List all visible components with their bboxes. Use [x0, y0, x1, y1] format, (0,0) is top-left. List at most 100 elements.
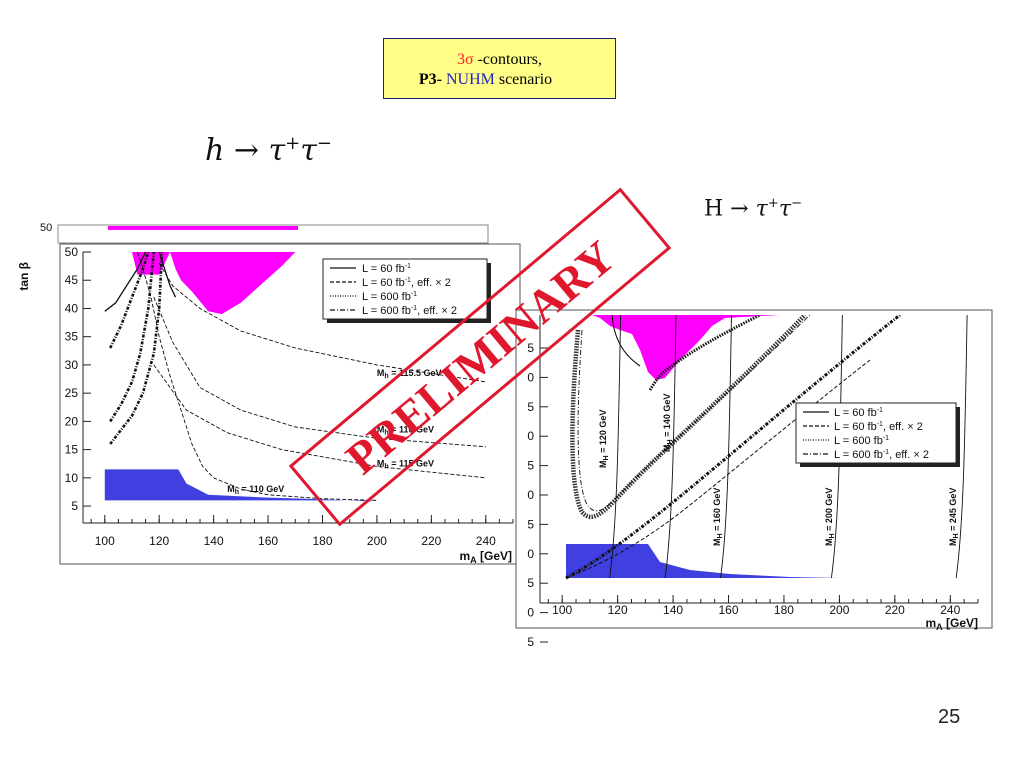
left-y-ticklabel-5: 5 [71, 499, 78, 513]
left-curve-label-2: Mh = 116 GeV [377, 425, 434, 437]
legend-entry-1: L = 60 fb-1 [362, 263, 411, 275]
scenario-label: scenario [494, 71, 553, 88]
left-y-ticklabel-45: 45 [65, 273, 79, 287]
formula-h-tau: τ [300, 133, 317, 168]
left-x-ticklabel-240: 240 [476, 534, 496, 548]
formula-H-symbol: H [704, 196, 724, 222]
right-x-ticklabel-100: 100 [552, 603, 572, 617]
right-x-ticklabel-120: 120 [608, 603, 628, 617]
legend-entry-4: L = 600 fb-1, eff. × 2 [362, 305, 457, 317]
right-x-ticklabel-140: 140 [663, 603, 683, 617]
right-y-ticklabel-2: 5 [527, 400, 534, 414]
right-low-tanb-region [566, 544, 840, 578]
right-y-ticklabel-1: 0 [527, 370, 534, 384]
right-contour-600x2-lower [565, 315, 901, 580]
right-y-ticklabel-4: 5 [527, 459, 534, 473]
formula-h-plus: + [285, 133, 301, 154]
right-mass-contour-160 [720, 315, 732, 579]
right-contour-600-upper [648, 315, 761, 391]
left-x-ticklabel-160: 160 [258, 534, 278, 548]
left-low-tanb-region [104, 469, 372, 502]
right-y-ticklabel-0: 5 [527, 341, 534, 355]
left-contour-60x2-0 [136, 252, 377, 501]
formula-H-tautau: H → τ+τ− [704, 196, 802, 221]
left-x-ticklabel-180: 180 [312, 534, 332, 548]
left-contour-60-1 [158, 252, 177, 298]
right-y-ticklabel-10: 5 [527, 635, 534, 649]
left-y-axis-label: tan β [17, 262, 31, 291]
stamp-border [288, 187, 672, 527]
left-contour-600x2-1 [109, 252, 156, 423]
right-legend-entry-3: L = 600 fb-1 [834, 435, 889, 447]
left-legend-box [322, 258, 488, 320]
nuhm-label: NUHM [441, 71, 495, 88]
right-y-ticklabel-9: 0 [527, 606, 534, 620]
right-curve-label-2: MH = 160 GeV [712, 488, 724, 546]
right-legend-box [795, 402, 957, 464]
right-x-ticklabel-160: 160 [718, 603, 738, 617]
right-x-ticklabel-180: 180 [774, 603, 794, 617]
left-y-ticklabel-20: 20 [65, 414, 79, 428]
right-y-ticklabel-7: 0 [527, 547, 534, 561]
formula-h-tautau: h → τ+τ− [205, 133, 332, 168]
right-curve-label-1: MH = 140 GeV [662, 394, 674, 452]
right-plot: 100 120 140 160 180 200 220 240 5 0 5 0 5 0 5 0 5 0 5 mA [G… [515, 309, 993, 649]
left-x-axis-label: mA [GeV] [459, 549, 512, 565]
right-plot-data [565, 315, 968, 580]
right-x-ticklabel-240: 240 [940, 603, 960, 617]
right-y-ticklabel-3: 0 [527, 429, 534, 443]
right-curve-label-4: MH = 245 GeV [948, 488, 960, 546]
title-box: 3σ -contours, P3- NUHM scenario [383, 38, 616, 99]
right-legend-entry-4: L = 600 fb-1, eff. × 2 [834, 449, 929, 461]
left-plot: 100 120 140 160 180 200 220 240 5 10 15 20 25 30 35 40 4… [17, 243, 521, 565]
contours-label: -contours, [473, 51, 543, 68]
left-y-ticklabel-25: 25 [65, 386, 79, 400]
left-excluded-region [132, 252, 296, 315]
left-y-ticklabel-10: 10 [65, 471, 79, 485]
right-plot-pad [515, 309, 993, 629]
left-contour-60-0 [104, 252, 147, 312]
formula-H-arrow: → τ [723, 196, 768, 222]
right-mass-contour-245 [955, 315, 968, 579]
right-excluded-region [592, 315, 780, 380]
right-legend-entry-1: L = 60 fb-1 [834, 407, 883, 419]
formula-H-tau: τ [778, 196, 792, 222]
left-x-ticklabel-200: 200 [367, 534, 387, 548]
background-tick-50: 50 [40, 222, 52, 234]
right-contour-600 [570, 315, 807, 520]
left-curve-label-3: Mh = 115.5 GeV [377, 368, 442, 380]
sigma-label: 3σ [456, 51, 474, 68]
right-legend-entry-2: L = 60 fb-1, eff. × 2 [834, 421, 923, 433]
formula-h-minus: − [316, 133, 332, 154]
title-line-1: 3σ -contours, [384, 50, 615, 70]
page-number: 25 [938, 706, 961, 728]
right-curve-label-3: MH = 200 GeV [824, 488, 836, 546]
right-mass-contour-140 [664, 315, 677, 579]
left-legend: L = 60 fb-1 L = 60 fb-1, eff. × 2 L = 60… [322, 258, 491, 323]
right-y-ticklabel-8: 5 [527, 576, 534, 590]
formula-H-minus: − [791, 196, 803, 211]
right-x-ticklabel-200: 200 [829, 603, 849, 617]
left-plot-data [104, 252, 486, 502]
left-contour-60x2-1 [158, 263, 486, 383]
right-contour-60 [611, 315, 641, 367]
right-x-axis-label: mA [GeV] [925, 616, 978, 632]
right-x-ticklabel-220: 220 [885, 603, 905, 617]
left-curve-label-0: Mh = 110 GeV [227, 484, 284, 496]
left-x-ticklabel-120: 120 [149, 534, 169, 548]
legend-entry-3: L = 600 fb-1 [362, 291, 417, 303]
legend-entry-2: L = 60 fb-1, eff. × 2 [362, 277, 451, 289]
left-y-ticklabel-40: 40 [65, 301, 79, 315]
right-curve-label-0: MH = 120 GeV [598, 410, 610, 468]
left-y-ticklabel-15: 15 [65, 443, 79, 457]
formula-h-symbol: h [205, 133, 225, 168]
left-plot-axes: 100 120 140 160 180 200 220 240 5 10 15 20 25 30 35 40 4… [17, 245, 514, 565]
title-line-2: P3- NUHM scenario [384, 70, 615, 90]
right-legend: L = 60 fb-1 L = 60 fb-1, eff. × 2 L = 60… [795, 402, 960, 467]
right-contour-600x2 [577, 315, 811, 512]
formula-h-arrow: → τ [224, 133, 286, 168]
background-magenta-strip [108, 226, 298, 230]
left-contour-60x2-2 [153, 297, 486, 448]
